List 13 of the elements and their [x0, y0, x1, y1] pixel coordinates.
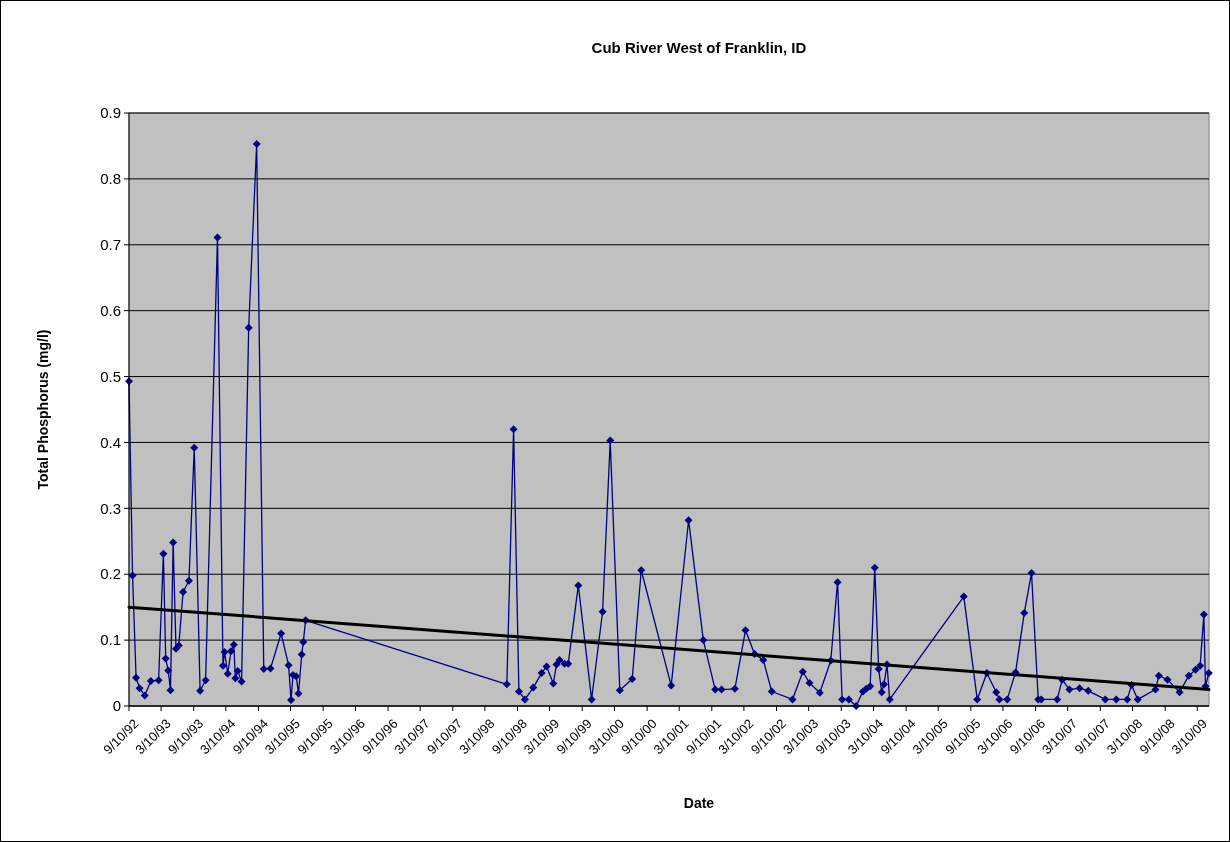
y-tick-label: 0.8: [100, 170, 121, 188]
y-tick-label: 0.9: [100, 104, 121, 122]
y-axis-title: Total Phosphorus (mg/l): [35, 329, 51, 490]
y-tick-label: 0.1: [100, 631, 121, 649]
y-tick-label: 0.6: [100, 301, 121, 319]
y-tick-label: 0.2: [100, 565, 121, 583]
chart-title: Cub River West of Franklin, ID: [591, 39, 807, 56]
y-tick-label: 0.5: [100, 367, 121, 385]
y-tick-label: 0.7: [100, 236, 121, 254]
y-tick-label: 0.3: [100, 499, 121, 517]
y-tick-label: 0: [112, 697, 121, 715]
y-tick-label: 0.4: [100, 433, 121, 451]
x-axis-title: Date: [683, 795, 715, 811]
